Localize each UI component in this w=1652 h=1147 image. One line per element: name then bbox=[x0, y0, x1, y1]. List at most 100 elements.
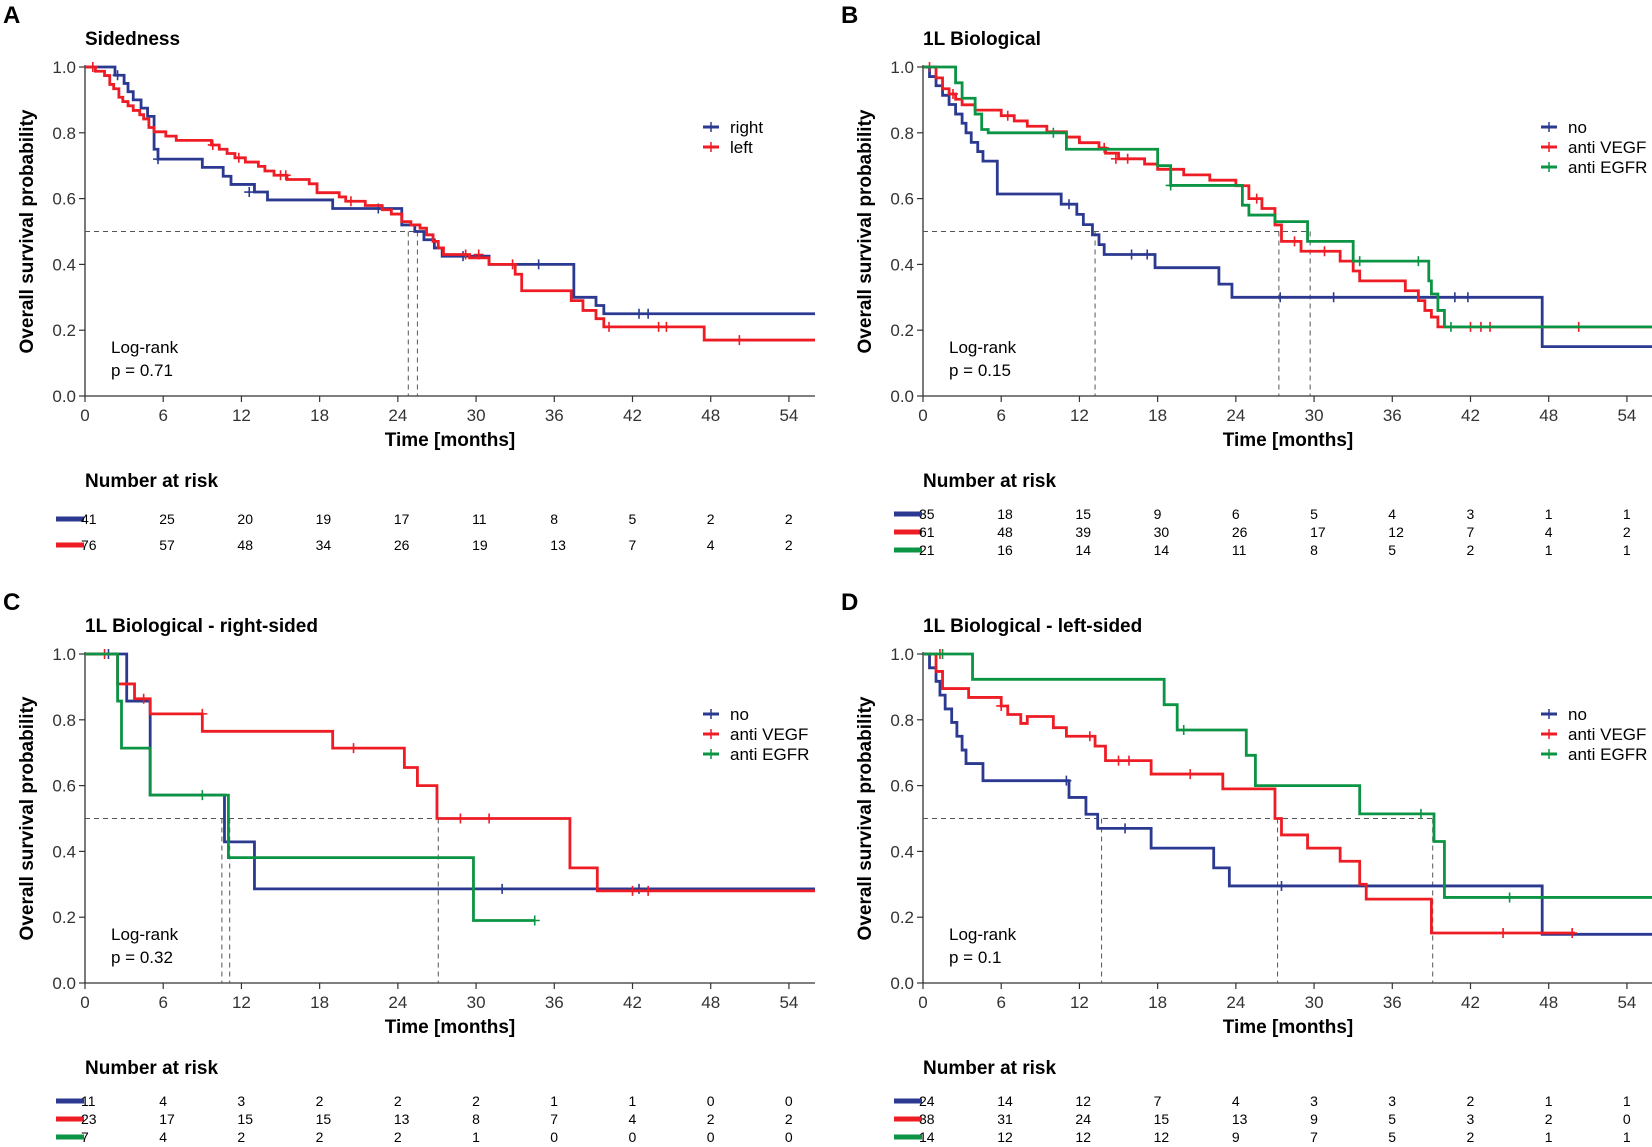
risk-count: 14 bbox=[997, 1093, 1013, 1109]
censor-mark bbox=[138, 693, 149, 704]
curves bbox=[923, 62, 1652, 349]
legend-label: right bbox=[730, 118, 763, 137]
risk-count: 41 bbox=[81, 511, 97, 527]
risk-count: 7 bbox=[1467, 524, 1475, 540]
survival-curve-anti-egfr bbox=[85, 652, 535, 922]
risk-count: 31 bbox=[997, 1111, 1013, 1127]
censor-mark bbox=[1251, 193, 1262, 204]
survival-curve-no bbox=[923, 65, 1652, 349]
censor-mark bbox=[643, 308, 654, 319]
logrank-label: Log-rank bbox=[949, 925, 1017, 944]
censor-mark bbox=[280, 170, 291, 181]
risk-count: 3 bbox=[1310, 1093, 1318, 1109]
x-tick-label: 36 bbox=[545, 406, 564, 425]
risk-count: 25 bbox=[159, 511, 175, 527]
legend-label: left bbox=[730, 138, 753, 157]
x-tick-label: 6 bbox=[158, 406, 167, 425]
y-tick-label: 0.8 bbox=[52, 711, 76, 730]
legend-label: anti EGFR bbox=[1568, 745, 1647, 764]
risk-count: 26 bbox=[394, 537, 410, 553]
risk-count: 19 bbox=[472, 537, 488, 553]
censor-mark bbox=[1122, 153, 1133, 164]
censor-mark bbox=[244, 187, 255, 198]
censor-mark bbox=[1002, 110, 1013, 121]
y-tick-label: 1.0 bbox=[890, 645, 914, 664]
risk-count: 76 bbox=[81, 537, 97, 553]
x-tick-label: 6 bbox=[158, 993, 167, 1012]
y-axis-title: Overall survival probability bbox=[17, 696, 38, 940]
risk-count: 0 bbox=[707, 1129, 715, 1142]
survival-curve-anti-vegf bbox=[923, 652, 1575, 935]
risk-count: 2 bbox=[394, 1093, 402, 1109]
km-panel-d: D 1L Biological - left-sided 0.0 0.2 0.4 0.6 0… bbox=[841, 589, 1652, 1145]
risk-count: 15 bbox=[316, 1111, 332, 1127]
legend-label: anti EGFR bbox=[1568, 158, 1647, 177]
censor-mark bbox=[1061, 775, 1072, 786]
risk-table-title: Number at risk bbox=[85, 1058, 218, 1079]
y-tick-label: 0.4 bbox=[890, 255, 914, 274]
censor-mark bbox=[947, 88, 958, 99]
x-tick-label: 6 bbox=[996, 993, 1005, 1012]
y-tick-label: 0.6 bbox=[890, 777, 914, 796]
censor-mark bbox=[1142, 249, 1153, 260]
censor-mark bbox=[1048, 127, 1059, 138]
censor-mark bbox=[197, 790, 208, 801]
censor-mark bbox=[937, 649, 948, 659]
risk-count: 1 bbox=[1623, 1129, 1631, 1142]
censor-mark bbox=[627, 885, 638, 896]
risk-count: 8 bbox=[550, 511, 558, 527]
risk-count: 38 bbox=[919, 1111, 935, 1127]
censor-mark bbox=[1504, 892, 1515, 903]
censor-mark bbox=[460, 249, 471, 260]
risk-count: 48 bbox=[237, 537, 253, 553]
censor-mark bbox=[1276, 880, 1287, 891]
risk-count: 0 bbox=[785, 1129, 793, 1142]
risk-count: 4 bbox=[1388, 506, 1396, 522]
risk-count: 4 bbox=[1232, 1093, 1240, 1109]
risk-count: 15 bbox=[1154, 1111, 1170, 1127]
risk-count: 2 bbox=[316, 1129, 324, 1142]
risk-count: 3 bbox=[1388, 1093, 1396, 1109]
censor-mark bbox=[473, 249, 484, 260]
risk-count: 7 bbox=[1154, 1093, 1162, 1109]
censor-mark bbox=[529, 915, 540, 926]
risk-count: 6 bbox=[1232, 506, 1240, 522]
x-tick-label: 24 bbox=[1226, 406, 1245, 425]
risk-count: 1 bbox=[472, 1129, 480, 1142]
censor-mark bbox=[348, 743, 359, 754]
censor-mark bbox=[1275, 292, 1286, 303]
risk-count: 3 bbox=[237, 1093, 245, 1109]
risk-count: 17 bbox=[1310, 524, 1326, 540]
risk-count: 12 bbox=[1075, 1093, 1091, 1109]
risk-count: 2 bbox=[1467, 1093, 1475, 1109]
censor-mark bbox=[734, 335, 745, 346]
censor-mark bbox=[1185, 769, 1196, 780]
risk-count: 30 bbox=[1154, 524, 1170, 540]
y-tick-label: 0.4 bbox=[52, 255, 76, 274]
x-tick-label: 42 bbox=[1461, 993, 1480, 1012]
censor-mark bbox=[1289, 236, 1300, 247]
survival-curve-anti-egfr bbox=[923, 652, 1652, 899]
risk-count: 7 bbox=[629, 537, 637, 553]
x-tick-label: 36 bbox=[1383, 993, 1402, 1012]
risk-count: 23 bbox=[81, 1111, 97, 1127]
risk-count: 2 bbox=[1467, 542, 1475, 558]
x-tick-label: 36 bbox=[545, 993, 564, 1012]
censor-mark bbox=[1498, 927, 1509, 938]
risk-count: 7 bbox=[1310, 1129, 1318, 1142]
risk-count: 24 bbox=[1075, 1111, 1091, 1127]
panel-letter: A bbox=[3, 2, 20, 29]
x-tick-label: 24 bbox=[1226, 993, 1245, 1012]
risk-count: 19 bbox=[316, 511, 332, 527]
y-tick-label: 1.0 bbox=[890, 58, 914, 77]
risk-count: 1 bbox=[550, 1093, 558, 1109]
survival-curve-left bbox=[85, 65, 815, 342]
x-tick-label: 30 bbox=[1305, 993, 1324, 1012]
y-tick-label: 0.0 bbox=[52, 974, 76, 993]
risk-count: 1 bbox=[1623, 1093, 1631, 1109]
risk-count: 0 bbox=[707, 1093, 715, 1109]
risk-count: 3 bbox=[1467, 506, 1475, 522]
risk-count: 1 bbox=[1623, 542, 1631, 558]
risk-count: 35 bbox=[919, 506, 935, 522]
risk-count: 5 bbox=[1388, 542, 1396, 558]
